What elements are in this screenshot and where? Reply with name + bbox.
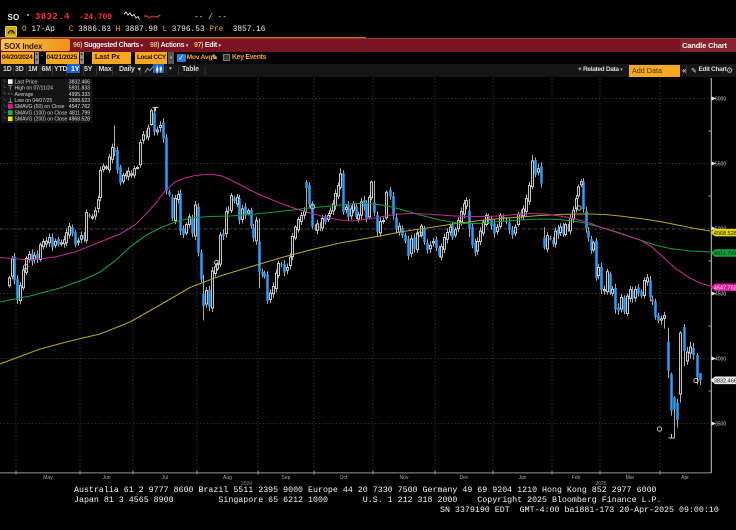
svg-text:Jun: Jun	[102, 475, 110, 481]
svg-text:Mar: Mar	[626, 475, 635, 481]
svg-text:4811.799: 4811.799	[69, 110, 90, 116]
svg-text:5931.833: 5931.833	[69, 86, 90, 92]
svg-text:SMAVG (50) on Close: SMAVG (50) on Close	[15, 104, 65, 110]
svg-text:Oct: Oct	[340, 475, 348, 481]
svg-text:4968.528: 4968.528	[714, 231, 736, 237]
svg-text:Aug: Aug	[223, 475, 232, 481]
svg-text:Jul: Jul	[162, 475, 168, 481]
svg-text:4547.762: 4547.762	[714, 286, 736, 292]
svg-text:May: May	[43, 475, 53, 481]
svg-text:6000: 6000	[715, 96, 726, 102]
svg-text:Jan: Jan	[518, 475, 526, 481]
svg-text:2024: 2024	[241, 481, 252, 487]
svg-text:3500: 3500	[715, 421, 726, 427]
svg-text:SMAVG (100) on Close: SMAVG (100) on Close	[15, 110, 68, 116]
svg-text:High on 07/11/24: High on 07/11/24	[15, 86, 54, 92]
svg-text:3832.466: 3832.466	[714, 379, 736, 385]
svg-text:Apr: Apr	[681, 475, 689, 481]
svg-text:4995.333: 4995.333	[69, 92, 90, 98]
svg-text:Feb: Feb	[572, 475, 581, 481]
svg-text:4000: 4000	[715, 356, 726, 362]
svg-text:5500: 5500	[715, 161, 726, 167]
svg-text:Sep: Sep	[282, 475, 291, 481]
svg-text:Low on 04/07/25: Low on 04/07/25	[15, 98, 53, 104]
svg-text:2025: 2025	[595, 481, 606, 487]
svg-text:4547.762: 4547.762	[69, 104, 90, 110]
svg-text:4811.799: 4811.799	[714, 251, 736, 257]
svg-text:4500: 4500	[715, 291, 726, 297]
svg-text:Dec: Dec	[460, 475, 469, 481]
svg-text:Average: Average	[15, 92, 34, 98]
svg-text:3832.466: 3832.466	[69, 79, 90, 85]
svg-text:Last Price: Last Price	[15, 79, 38, 85]
svg-text:4968.528: 4968.528	[69, 117, 90, 123]
svg-text:Nov: Nov	[400, 475, 409, 481]
svg-text:3388.623: 3388.623	[69, 98, 90, 104]
svg-text:SMAVG (200) on Close: SMAVG (200) on Close	[15, 117, 68, 123]
